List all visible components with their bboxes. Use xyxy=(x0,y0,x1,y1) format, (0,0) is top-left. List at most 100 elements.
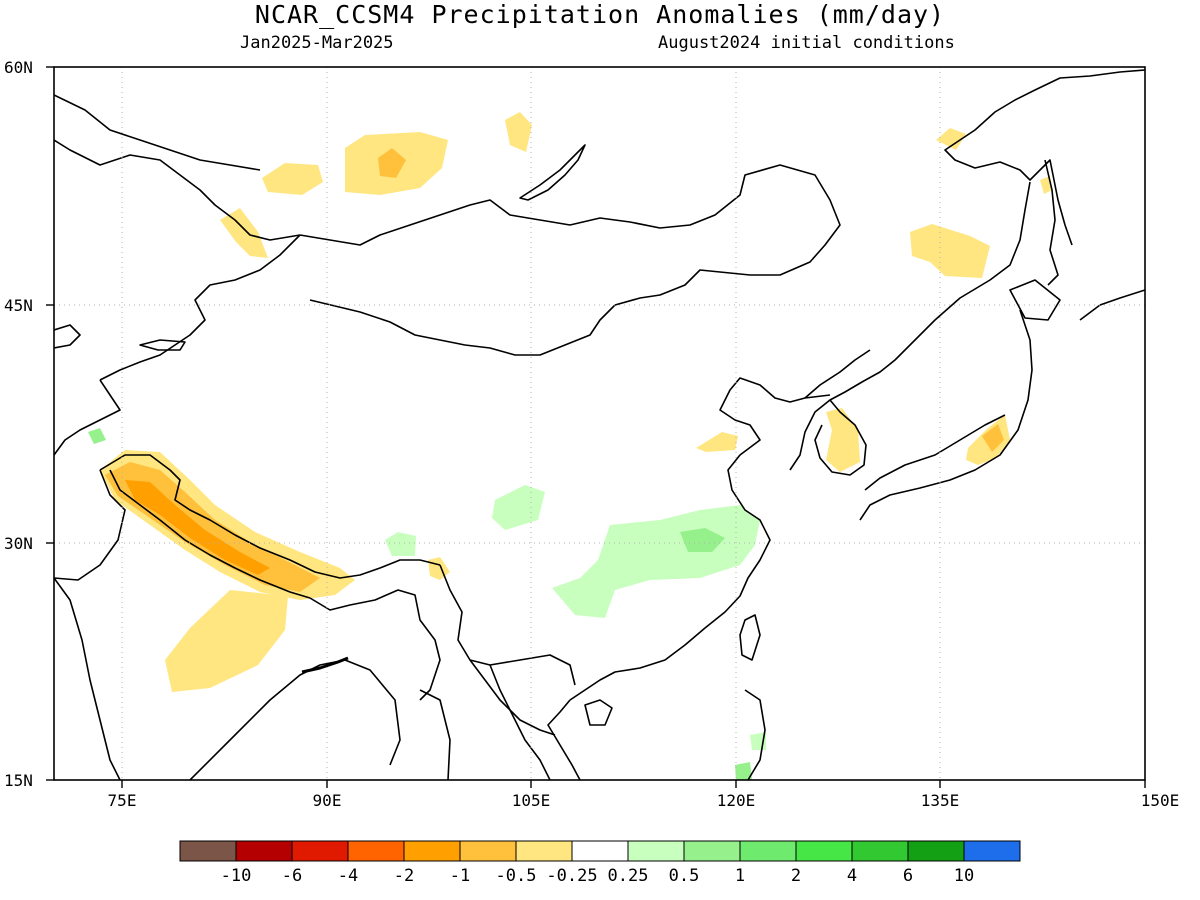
lat-label-15: 15N xyxy=(4,771,33,790)
border-kazakh-china xyxy=(99,234,301,381)
colorbar: -10 -6 -4 -2 -1 -0.5 -0.25 0.25 0.5 1 2 4 6 10 xyxy=(179,840,1021,886)
colorbar-label-7: 0.25 xyxy=(608,866,649,886)
colorbar-label-9: 1 xyxy=(735,866,745,886)
anomaly-dry-burma xyxy=(428,557,450,580)
colorbar-swatch-0 xyxy=(179,840,237,862)
border-nepal-india xyxy=(109,469,311,599)
colorbar-label-4: -1 xyxy=(450,866,470,886)
colorbar-label-2: -4 xyxy=(338,866,358,886)
colorbar-label-1: -6 xyxy=(282,866,302,886)
anomaly-dry-siberia-west xyxy=(262,163,323,195)
coast-hainan xyxy=(584,699,613,726)
lon-label-75: 75E xyxy=(108,791,137,810)
coast-sakhalin xyxy=(1044,159,1059,286)
lon-label-90: 90E xyxy=(313,791,342,810)
anomaly-wet-yangtze xyxy=(552,505,760,618)
coast-korea xyxy=(814,399,867,476)
coast-taiwan xyxy=(739,614,761,661)
anomaly-strong-himalaya xyxy=(125,480,270,575)
initial-conditions: August2024 initial conditions xyxy=(658,33,955,53)
lat-label-30: 30N xyxy=(4,534,33,553)
axis-ticks xyxy=(46,66,1146,788)
border-kazakh-russia xyxy=(54,139,301,241)
graticule xyxy=(54,67,1145,780)
coast-sundarbans xyxy=(301,656,349,674)
border-pakistan-india xyxy=(54,469,126,581)
anomaly-dry-kazakh xyxy=(220,208,268,258)
coast-baikal xyxy=(519,144,586,201)
anomaly-dry-india xyxy=(165,590,288,692)
anomaly-shading xyxy=(88,112,1052,780)
colorbar-label-6: -0.25 xyxy=(546,866,597,886)
lat-label-45: 45N xyxy=(4,296,33,315)
anomaly-dry-korea xyxy=(826,408,860,472)
coast-japan-west xyxy=(864,414,1006,491)
colorbar-swatch-10 xyxy=(739,840,797,862)
border-north-kazakh xyxy=(54,94,261,171)
coast-aral xyxy=(54,324,81,349)
anomaly-wet-sichuan xyxy=(492,485,545,530)
colorbar-label-13: 10 xyxy=(954,866,974,886)
coast-japan-honshu xyxy=(859,309,1033,521)
colorbar-label-5: -0.5 xyxy=(496,866,537,886)
coast-kuril xyxy=(1079,289,1145,321)
colorbar-label-8: 0.5 xyxy=(669,866,700,886)
colorbar-swatch-14 xyxy=(963,840,1021,862)
colorbar-swatch-2 xyxy=(291,840,349,862)
coast-arctic-east xyxy=(944,69,1145,246)
border-korea-china xyxy=(804,349,871,399)
coast-china-east xyxy=(569,377,831,701)
anomaly-dry-amur xyxy=(910,224,990,278)
anomaly-dry-siberia-core xyxy=(378,148,406,178)
colorbar-swatch-13 xyxy=(907,840,965,862)
border-china-myanmar xyxy=(439,564,576,686)
coastlines xyxy=(54,69,1145,780)
colorbar-swatch-6 xyxy=(515,840,573,862)
colorbar-label-3: -2 xyxy=(394,866,414,886)
anomaly-dry-shandong xyxy=(696,432,738,452)
anomaly-wet-taiwan-south xyxy=(735,762,752,780)
anomaly-wet-tibet xyxy=(385,532,416,556)
colorbar-swatch-4 xyxy=(403,840,461,862)
colorbar-swatch-1 xyxy=(235,840,293,862)
longitude-labels: 75E 90E 105E 120E 135E 150E xyxy=(108,791,1180,810)
coast-gulf-tonkin xyxy=(547,699,581,780)
lon-label-150: 150E xyxy=(1141,791,1180,810)
forecast-period: Jan2025-Mar2025 xyxy=(240,33,394,53)
colorbar-label-11: 4 xyxy=(847,866,857,886)
anomaly-wet-yangtze-core xyxy=(680,528,725,552)
colorbar-label-0: -10 xyxy=(221,866,252,886)
colorbar-swatch-3 xyxy=(347,840,405,862)
anomaly-wet-pakistan xyxy=(88,428,106,444)
colorbar-swatch-9 xyxy=(683,840,741,862)
colorbar-swatch-11 xyxy=(795,840,853,862)
latitude-labels: 60N 45N 30N 15N xyxy=(4,58,33,790)
coast-india xyxy=(54,577,121,780)
anomaly-dry-okhotsk-2 xyxy=(936,128,966,150)
colorbar-swatch-8 xyxy=(627,840,685,862)
coast-hokkaido xyxy=(1009,279,1061,321)
border-china-mongolia xyxy=(299,164,841,356)
lon-label-135: 135E xyxy=(921,791,960,810)
coast-indochina xyxy=(419,689,451,780)
map-frame xyxy=(53,66,1146,781)
coast-balkhash xyxy=(139,339,186,351)
lon-label-105: 105E xyxy=(512,791,551,810)
colorbar-swatch-12 xyxy=(851,840,909,862)
border-laos xyxy=(489,664,551,780)
coast-philippines xyxy=(744,689,766,780)
anomaly-mid-japan xyxy=(982,424,1004,452)
chart-title: NCAR_CCSM4 Precipitation Anomalies (mm/d… xyxy=(254,0,946,29)
border-china-vietnam xyxy=(469,659,556,736)
colorbar-label-12: 6 xyxy=(903,866,913,886)
colorbar-swatch-7 xyxy=(571,840,629,862)
border-central-asia xyxy=(54,379,121,456)
colorbar-swatch-5 xyxy=(459,840,517,862)
lon-label-120: 120E xyxy=(717,791,756,810)
lat-label-60: 60N xyxy=(4,58,33,77)
colorbar-label-10: 2 xyxy=(791,866,801,886)
border-myanmar-india xyxy=(309,589,441,701)
coast-russia-pacific xyxy=(789,181,1031,471)
anomaly-dry-baikal xyxy=(505,112,532,152)
